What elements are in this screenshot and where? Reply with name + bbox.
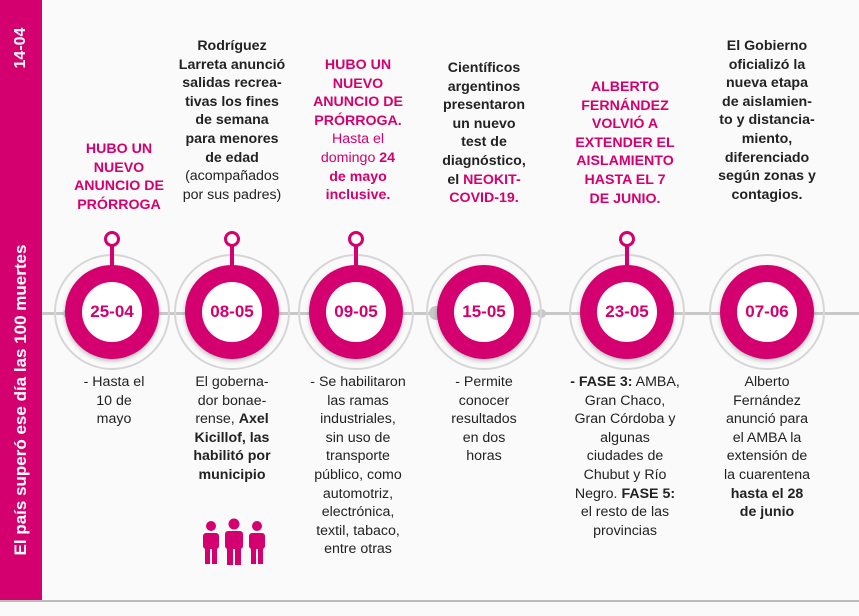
timeline-node: 09-05 <box>298 231 414 370</box>
node-date: 23-05 <box>597 282 657 342</box>
event-detail: - Permite conocer resultados en dos hora… <box>451 374 517 465</box>
timeline-node: 25-04 <box>54 231 170 370</box>
node-stem <box>230 242 234 266</box>
pin-icon <box>104 231 120 247</box>
timeline-node: 15-05 <box>426 254 542 370</box>
people-icon <box>203 518 265 565</box>
node-ring <box>709 254 825 370</box>
sidebar-caption: El país superó ese día las 100 muertes <box>11 244 30 556</box>
pin-icon <box>224 231 240 247</box>
event-detail: El goberna- dor bonae- rense, Axel Kicil… <box>193 374 271 483</box>
pin-icon <box>348 231 364 247</box>
timeline-node: 07-06 <box>709 254 825 370</box>
event-detail: - Hasta el 10 de mayo <box>83 374 145 428</box>
event-detail: - Se habilitaron las ramas industriales,… <box>310 374 406 558</box>
node-date: 25-04 <box>82 282 142 342</box>
node-date: 09-05 <box>326 282 386 342</box>
node-stem <box>110 242 114 266</box>
sidebar-band: 14-04 El país superó ese día las 100 mue… <box>0 0 42 600</box>
node-date: 08-05 <box>202 282 262 342</box>
event-headline: HUBO UN NUEVO ANUNCIO DE PRÓRROGA <box>74 141 164 213</box>
event-headline: Rodríguez Larreta anunció salidas recrea… <box>178 38 286 203</box>
node-stem <box>625 242 629 266</box>
node-stem <box>354 242 358 266</box>
event-headline: El Gobierno oficializó la nueva etapa de… <box>718 38 816 203</box>
event-detail: Alberto Fernández anunció para el AMBA l… <box>724 374 810 521</box>
event-headline: Científicos argentinos presentaron un nu… <box>442 60 526 207</box>
node-ring <box>426 254 542 370</box>
timeline-node: 23-05 <box>569 231 685 370</box>
bottom-rule <box>0 600 859 602</box>
event-headline: ALBERTO FERNÁNDEZ VOLVIÓ A EXTENDER EL A… <box>575 79 675 207</box>
event-detail: - FASE 3: AMBA, Gran Chaco, Gran Córdoba… <box>570 374 680 539</box>
event-headline: HUBO UN NUEVO ANUNCIO DE PRÓRROGA. Hasta… <box>313 57 403 204</box>
node-date: 07-06 <box>737 282 797 342</box>
pin-icon <box>619 231 635 247</box>
timeline-node: 08-05 <box>174 231 290 370</box>
sidebar-date: 14-04 <box>12 27 29 69</box>
node-date: 15-05 <box>454 282 514 342</box>
